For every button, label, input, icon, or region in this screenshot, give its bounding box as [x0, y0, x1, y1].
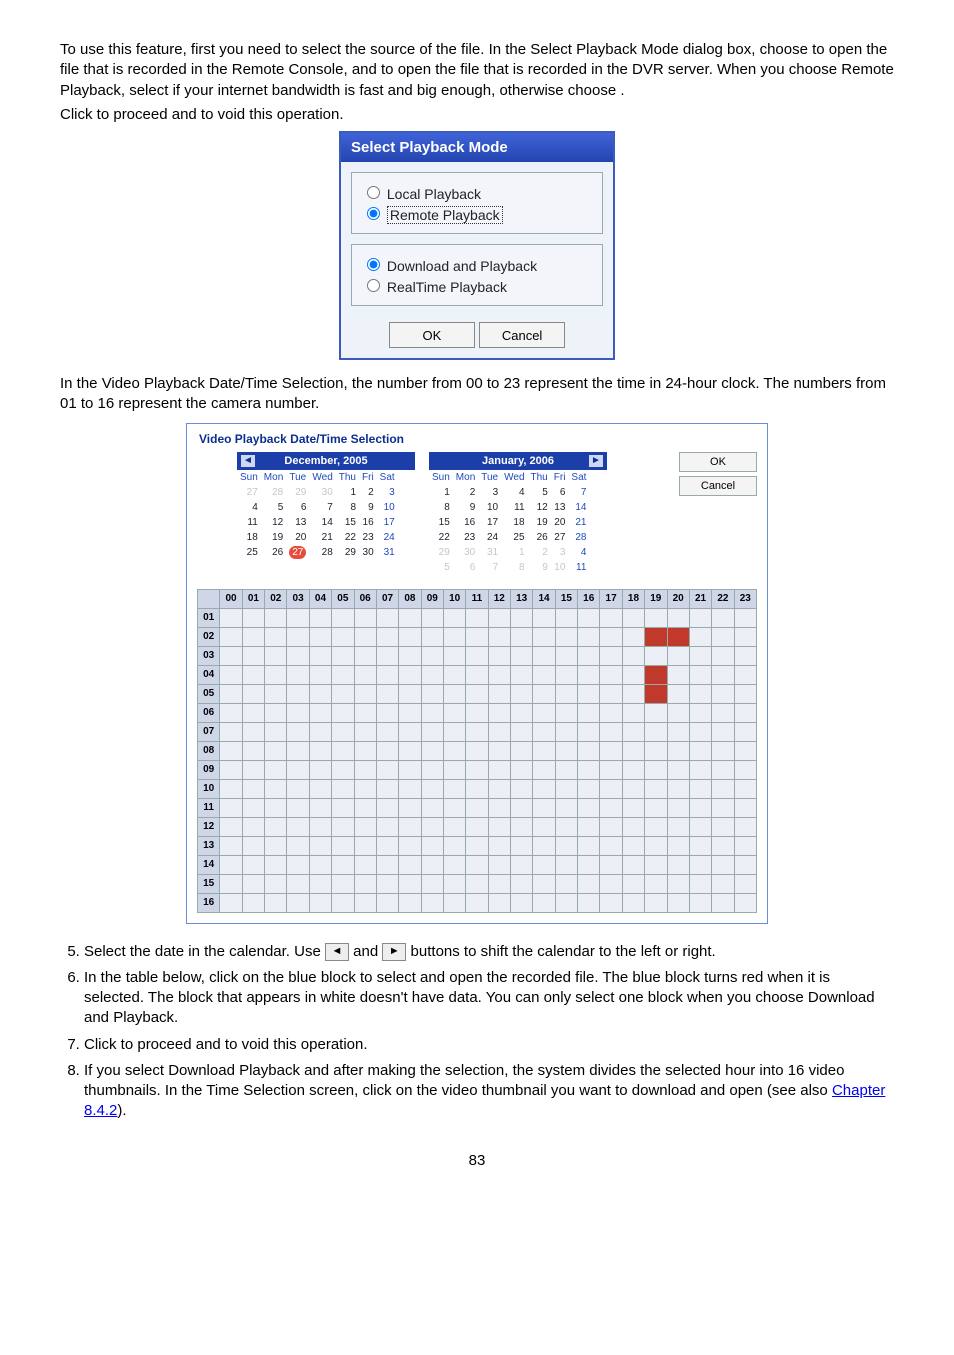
december-calendar: ◄ December, 2005 SunMonTueWedThuFriSat27… — [237, 452, 415, 560]
step7-c: to void this operation. — [225, 1036, 368, 1053]
date-time-selection-window: Video Playback Date/Time Selection ◄ Dec… — [186, 423, 768, 924]
step8-a: If you select Download Playback and afte… — [84, 1062, 844, 1099]
remote-playback-radio[interactable]: Remote Playback — [362, 204, 592, 223]
cal-ok-button[interactable]: OK — [679, 452, 757, 472]
january-grid[interactable]: SunMonTueWedThuFriSat1234567891011121314… — [429, 470, 589, 575]
page-number: 83 — [60, 1152, 894, 1169]
remote-playback-label: Remote Playback — [387, 206, 503, 224]
step-6: In the table below, click on the blue bl… — [84, 968, 894, 1029]
calendar-next-icon[interactable]: ► — [589, 455, 603, 467]
december-grid[interactable]: SunMonTueWedThuFriSat2728293012345678910… — [237, 470, 398, 560]
steps-list: Select the date in the calendar. Use ◄ a… — [60, 942, 894, 1122]
intro-p2c: to void this operation. — [201, 106, 344, 123]
intro-paragraph-2: Click to proceed and to void this operat… — [60, 105, 894, 125]
mid-paragraph: In the Video Playback Date/Time Selectio… — [60, 374, 894, 415]
right-arrow-icon[interactable]: ► — [382, 943, 406, 961]
realtime-playback-label: RealTime Playback — [387, 279, 507, 295]
ok-button[interactable]: OK — [389, 322, 475, 348]
local-playback-label: Local Playback — [387, 186, 481, 202]
date-time-window-title: Video Playback Date/Time Selection — [199, 432, 757, 446]
intro-p2b: to proceed and — [97, 106, 201, 123]
intro-p1a: To use this feature, first you need to s… — [60, 41, 812, 58]
realtime-playback-radio[interactable]: RealTime Playback — [362, 276, 592, 295]
local-playback-radio[interactable]: Local Playback — [362, 183, 592, 202]
hour-camera-grid[interactable]: 0001020304050607080910111213141516171819… — [197, 589, 757, 913]
december-title: December, 2005 — [284, 455, 367, 467]
remote-mode-group: Download and Playback RealTime Playback — [351, 244, 603, 306]
cancel-button[interactable]: Cancel — [479, 322, 565, 348]
step5-c: buttons to shift the calendar to the lef… — [411, 943, 716, 960]
step-5: Select the date in the calendar. Use ◄ a… — [84, 942, 894, 962]
step7-b: to proceed and — [121, 1036, 225, 1053]
january-calendar: January, 2006 ► SunMonTueWedThuFriSat123… — [429, 452, 607, 575]
dialog-title: Select Playback Mode — [341, 133, 613, 162]
left-arrow-icon[interactable]: ◄ — [325, 943, 349, 961]
step5-b: and — [353, 943, 382, 960]
intro-p1d: if your internet bandwidth is fast and b… — [173, 82, 621, 99]
january-title: January, 2006 — [482, 455, 554, 467]
cal-cancel-button[interactable]: Cancel — [679, 476, 757, 496]
download-playback-radio[interactable]: Download and Playback — [362, 255, 592, 274]
calendar-prev-icon[interactable]: ◄ — [241, 455, 255, 467]
step5-a: Select the date in the calendar. Use — [84, 943, 325, 960]
step8-b: ). — [117, 1102, 126, 1119]
intro-p1e: . — [620, 82, 624, 99]
step-8: If you select Download Playback and afte… — [84, 1061, 894, 1122]
select-playback-mode-dialog: Select Playback Mode Local Playback Remo… — [339, 131, 615, 360]
step-7: Click to proceed and to void this operat… — [84, 1035, 894, 1055]
intro-p2a: Click — [60, 106, 97, 123]
playback-source-group: Local Playback Remote Playback — [351, 172, 603, 234]
download-playback-label: Download and Playback — [387, 258, 537, 274]
step7-a: Click — [84, 1036, 121, 1053]
intro-paragraph-1: To use this feature, first you need to s… — [60, 40, 894, 101]
